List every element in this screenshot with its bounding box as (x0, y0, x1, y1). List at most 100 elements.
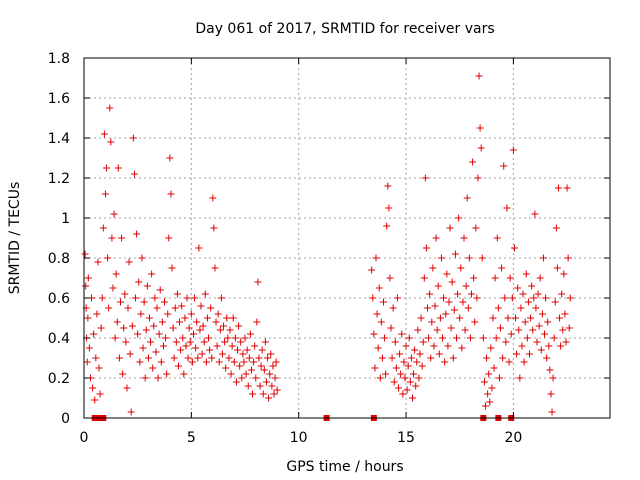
data-point (211, 264, 219, 272)
data-point (246, 330, 254, 338)
data-point (143, 282, 151, 290)
data-point (118, 234, 126, 242)
data-point (231, 334, 239, 342)
data-point (192, 344, 200, 352)
data-point (234, 346, 242, 354)
data-point (454, 290, 462, 298)
data-point (137, 310, 145, 318)
data-point (550, 334, 558, 342)
data-point (493, 234, 501, 242)
data-point (119, 370, 127, 378)
data-point (456, 314, 464, 322)
data-point (558, 290, 566, 298)
data-point (239, 350, 247, 358)
data-point (227, 370, 235, 378)
data-point (161, 298, 169, 306)
data-point (376, 374, 384, 382)
data-point (178, 302, 186, 310)
data-point (250, 358, 258, 366)
data-point (140, 298, 148, 306)
data-point (85, 344, 93, 352)
data-point (389, 304, 397, 312)
data-point (237, 338, 245, 346)
data-point (469, 158, 477, 166)
data-point (106, 104, 114, 112)
data-point (444, 342, 452, 350)
data-point (437, 254, 445, 262)
data-point (432, 234, 440, 242)
data-point (436, 314, 444, 322)
data-point (101, 190, 109, 198)
y-tick-label: 0.2 (48, 371, 70, 387)
data-point (84, 274, 92, 282)
data-point (448, 278, 456, 286)
data-point (197, 302, 205, 310)
data-point (524, 298, 532, 306)
data-point (392, 364, 400, 372)
data-point (209, 194, 217, 202)
data-point (391, 338, 399, 346)
x-tick-label: 15 (397, 430, 415, 446)
data-point (228, 342, 236, 350)
data-point (419, 338, 427, 346)
data-point (267, 350, 275, 358)
data-point (398, 330, 406, 338)
data-point (132, 294, 140, 302)
data-point (180, 370, 188, 378)
data-point (451, 250, 459, 258)
data-point (244, 382, 252, 390)
data-point (171, 304, 179, 312)
data-point (217, 294, 225, 302)
data-point (532, 304, 540, 312)
data-point (242, 370, 250, 378)
data-point (240, 358, 248, 366)
data-point (485, 370, 493, 378)
data-point (133, 230, 141, 238)
data-point (507, 330, 515, 338)
data-point (504, 314, 512, 322)
data-point (113, 318, 121, 326)
y-tick-label: 1.8 (48, 51, 70, 67)
data-point (393, 294, 401, 302)
data-point (198, 350, 206, 358)
data-point (446, 224, 454, 232)
data-point (497, 324, 505, 332)
data-point (476, 124, 484, 132)
data-point (256, 382, 264, 390)
data-point (241, 334, 249, 342)
y-tick-label: 0.6 (48, 291, 70, 307)
data-point (271, 374, 279, 382)
data-point (481, 402, 489, 410)
data-point (538, 310, 546, 318)
data-point (520, 358, 528, 366)
data-point (410, 370, 418, 378)
data-point (405, 334, 413, 342)
data-point (450, 306, 458, 314)
data-point (265, 394, 273, 402)
data-point (565, 324, 573, 332)
data-point (455, 214, 463, 222)
data-point (415, 374, 423, 382)
data-point (121, 290, 129, 298)
data-point (522, 270, 530, 278)
data-point (215, 358, 223, 366)
data-point (183, 294, 191, 302)
data-point (153, 304, 161, 312)
data-point (470, 274, 478, 282)
data-point (372, 254, 380, 262)
data-point (439, 334, 447, 342)
data-point (84, 314, 92, 322)
data-point (159, 342, 167, 350)
data-point (112, 270, 120, 278)
data-point (226, 326, 234, 334)
data-point (255, 354, 263, 362)
data-point (92, 354, 100, 362)
data-point (385, 204, 393, 212)
data-point (433, 326, 441, 334)
data-point (483, 354, 491, 362)
data-point (489, 314, 497, 322)
data-point (150, 322, 158, 330)
x-tick-label: 5 (187, 430, 196, 446)
y-tick-label: 1.2 (48, 171, 70, 187)
data-point (379, 298, 387, 306)
